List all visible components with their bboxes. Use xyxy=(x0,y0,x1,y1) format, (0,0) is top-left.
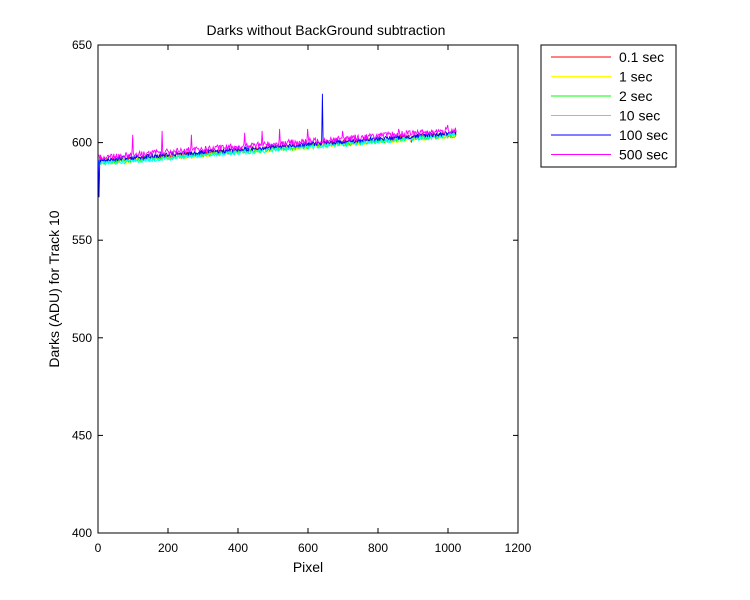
x-axis-label: Pixel xyxy=(293,559,323,575)
legend-box xyxy=(540,44,677,168)
legend-label: 0.1 sec xyxy=(619,49,664,65)
axes-box xyxy=(97,44,519,534)
chart-title: Darks without BackGround subtraction xyxy=(207,22,446,38)
y-tick-label: 500 xyxy=(72,331,92,345)
legend-label: 10 sec xyxy=(619,108,660,124)
x-tick-label: 400 xyxy=(228,541,248,555)
x-tick-label: 1000 xyxy=(435,541,462,555)
y-tick-label: 450 xyxy=(72,428,92,442)
y-tick-label: 650 xyxy=(72,38,92,52)
series-lines xyxy=(97,93,457,198)
series-line-6 xyxy=(98,124,457,161)
x-tick-label: 0 xyxy=(95,541,102,555)
y-tick-label: 550 xyxy=(72,233,92,247)
y-tick-label: 400 xyxy=(72,526,92,540)
y-axis-label: Darks (ADU) for Track 10 xyxy=(46,210,62,367)
series-line-4 xyxy=(97,131,457,166)
y-axis-ticks: 400 450 500 550 600 650 xyxy=(72,38,518,540)
plot-area: 0 200 400 600 800 1000 1200 400 450 500 550 600 650 xyxy=(72,38,532,555)
x-tick-label: 1200 xyxy=(505,541,532,555)
x-axis-ticks: 0 200 400 600 800 1000 1200 xyxy=(95,45,532,555)
legend: 0.1 sec 1 sec 2 sec 10 sec 100 sec 500 sec xyxy=(540,44,677,168)
legend-label: 2 sec xyxy=(619,88,652,104)
legend-label: 500 sec xyxy=(619,147,668,163)
x-tick-label: 800 xyxy=(368,541,388,555)
x-tick-label: 600 xyxy=(298,541,318,555)
x-tick-label: 200 xyxy=(158,541,178,555)
y-tick-label: 600 xyxy=(72,136,92,150)
legend-label: 100 sec xyxy=(619,127,668,143)
legend-label: 1 sec xyxy=(619,69,652,85)
